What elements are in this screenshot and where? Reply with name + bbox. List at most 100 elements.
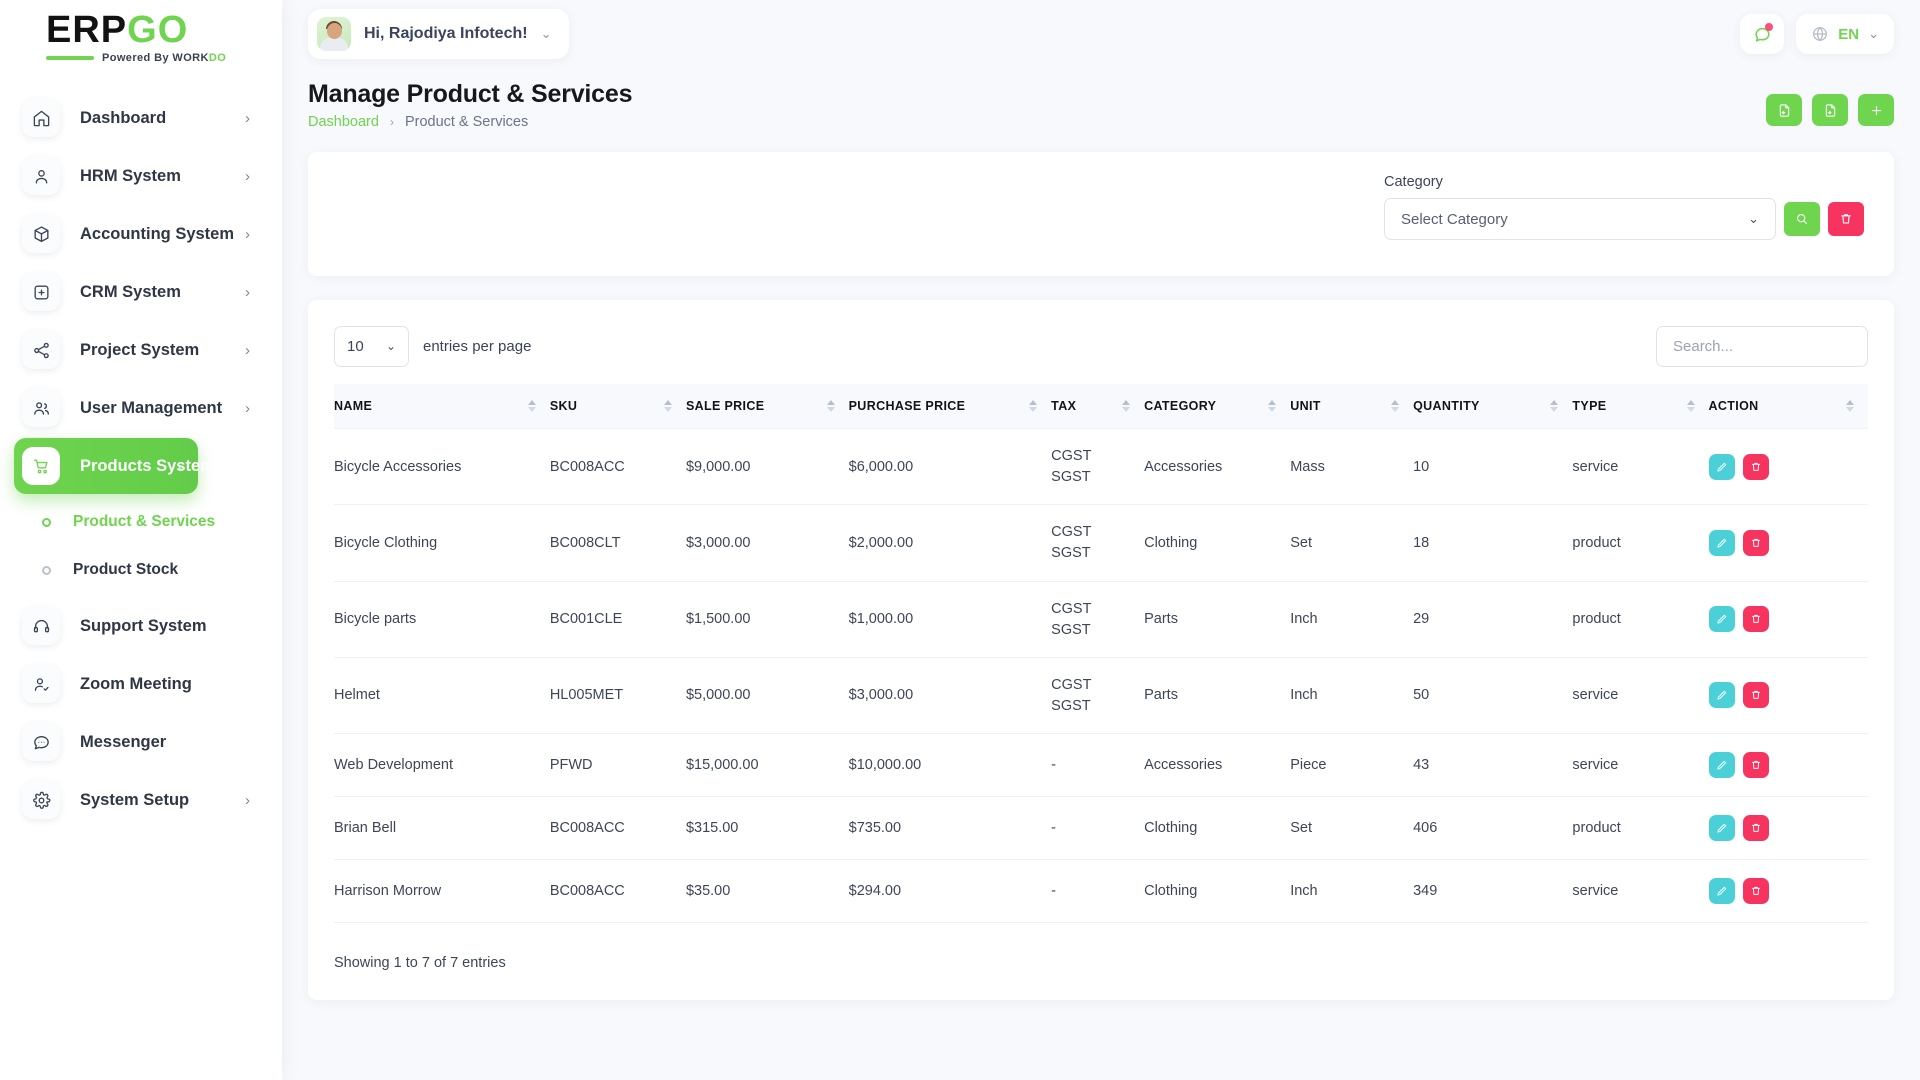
column-header-purchase-price[interactable]: PURCHASE PRICE [848,384,1052,429]
edit-row-button[interactable] [1708,815,1735,841]
user-menu-button[interactable]: Hi, Rajodiya Infotech! ⌄ [308,9,570,59]
cell-unit: Set [1290,504,1414,582]
powered-do: DO [208,52,227,65]
chevron-right-icon: › [389,115,394,129]
sidebar-item-dashboard[interactable]: Dashboard › [14,90,260,146]
home-icon [22,99,60,137]
sort-icon[interactable] [1122,400,1131,412]
edit-row-button[interactable] [1708,453,1735,480]
column-header-sku[interactable]: SKU [549,384,686,429]
cell-purchase-price: $10,000.00 [848,733,1052,797]
tax-list: CGST SGST [1051,447,1144,486]
edit-row-button[interactable] [1708,752,1735,778]
sidebar-item-label: Dashboard [80,108,167,127]
add-button[interactable] [1858,94,1894,126]
sort-icon[interactable] [1391,400,1400,412]
edit-row-button[interactable] [1708,682,1735,709]
delete-row-button[interactable] [1742,529,1769,556]
delete-row-button[interactable] [1742,878,1769,904]
sidebar-item-user-management[interactable]: User Management › [14,380,260,436]
chevron-down-icon: ⌄ [540,26,552,41]
filter-search-button[interactable] [1784,202,1820,236]
tax-item: SGST [1051,545,1091,562]
breadcrumb-dashboard[interactable]: Dashboard [308,114,379,130]
row-action-group [1708,682,1868,709]
sort-icon[interactable] [1846,400,1854,412]
sort-icon[interactable] [1268,400,1277,412]
sort-icon[interactable] [663,400,672,412]
tax-item: SGST [1051,621,1091,638]
page-header: Manage Product & Services Dashboard › Pr… [308,80,1894,130]
delete-row-button[interactable] [1742,815,1769,841]
export-button[interactable] [1812,94,1848,126]
entries-per-page-select[interactable]: 10 ⌄ [334,325,409,367]
cell-name: Helmet [334,657,550,735]
filter-reset-button[interactable] [1828,202,1864,236]
row-action-group [1708,453,1868,480]
row-action-group [1708,815,1868,841]
topbar-actions: EN ⌄ [1740,14,1894,54]
tax-item: - [1051,819,1056,836]
sort-icon[interactable] [826,400,835,412]
cell-category: Clothing [1144,859,1291,923]
brand-rule [46,56,94,61]
chat-notification-icon [1755,27,1770,42]
sidebar-item-system-setup[interactable]: System Setup › [14,772,260,828]
table-row: Bicycle Clothing BC008CLT $3,000.00 $2,000.… [334,504,1868,582]
row-action-group [1708,878,1868,904]
cell-unit: Piece [1290,733,1414,797]
sidebar-item-product-and-services[interactable]: Product & Services [0,502,282,542]
sort-icon[interactable] [527,400,536,412]
tax-item: CGST [1051,676,1092,693]
pencil-icon [1716,823,1726,833]
sidebar-item-accounting-system[interactable]: Accounting System › [14,206,260,262]
sidebar-item-zoom-meeting[interactable]: Zoom Meeting [14,656,260,712]
chevron-right-icon: › [245,791,250,809]
edit-row-button[interactable] [1708,606,1735,633]
column-header-sale-price[interactable]: SALE PRICE [685,384,849,429]
column-header-category[interactable]: CATEGORY [1144,384,1291,429]
edit-row-button[interactable] [1708,878,1735,904]
column-header-quantity[interactable]: QUANTITY [1413,384,1573,429]
sidebar-item-label: User Management [80,398,223,417]
sidebar-item-messenger[interactable]: Messenger [14,714,260,770]
cell-unit: Set [1290,796,1414,860]
sidebar-item-hrm-system[interactable]: HRM System › [14,148,260,204]
category-select[interactable]: Select Category ⌄ [1384,198,1776,240]
language-selector[interactable]: EN ⌄ [1796,14,1894,54]
search-input[interactable]: Search... [1656,325,1868,367]
column-header-unit[interactable]: UNIT [1290,384,1414,429]
column-header-name[interactable]: NAME [334,384,550,429]
delete-row-button[interactable] [1742,752,1769,778]
trash-icon [1751,886,1760,895]
file-import-icon [1779,103,1789,117]
sidebar-item-product-stock[interactable]: Product Stock [0,550,282,590]
tax-list: CGST SGST [1051,676,1144,715]
sidebar-item-label: Support System [80,616,207,635]
column-header-tax[interactable]: TAX [1051,384,1145,429]
category-filter-row: Select Category ⌄ [1384,198,1864,240]
sort-icon[interactable] [1686,400,1695,412]
import-button[interactable] [1766,94,1802,126]
sort-icon[interactable] [1550,400,1559,412]
brand-logo[interactable]: ERPGO Powered By WORKDO [0,0,282,76]
cell-sku: BC008CLT [549,504,686,582]
delete-row-button[interactable] [1742,682,1769,709]
delete-row-button[interactable] [1742,453,1769,480]
column-header-type[interactable]: TYPE [1572,384,1709,429]
chat-notification-button[interactable] [1740,14,1785,54]
column-header-action[interactable]: ACTION [1708,384,1868,429]
trash-icon [1751,760,1760,769]
brand-erp-text: ERP [46,8,128,51]
delete-row-button[interactable] [1742,606,1769,633]
edit-row-button[interactable] [1708,529,1735,556]
sidebar-item-support-system[interactable]: Support System [14,598,260,654]
table-controls: 10 ⌄ entries per page Search... [334,324,1868,368]
sidebar-item-products-system[interactable]: Products System ⌄ [14,438,215,494]
top-bar: Hi, Rajodiya Infotech! ⌄ EN ⌄ [282,0,1920,68]
sort-icon[interactable] [1029,400,1038,412]
sidebar-item-crm-system[interactable]: CRM System › [14,264,260,320]
cell-name: Web Development [334,733,550,797]
sidebar-item-project-system[interactable]: Project System › [14,322,260,378]
powered-work: WORK [172,52,209,65]
